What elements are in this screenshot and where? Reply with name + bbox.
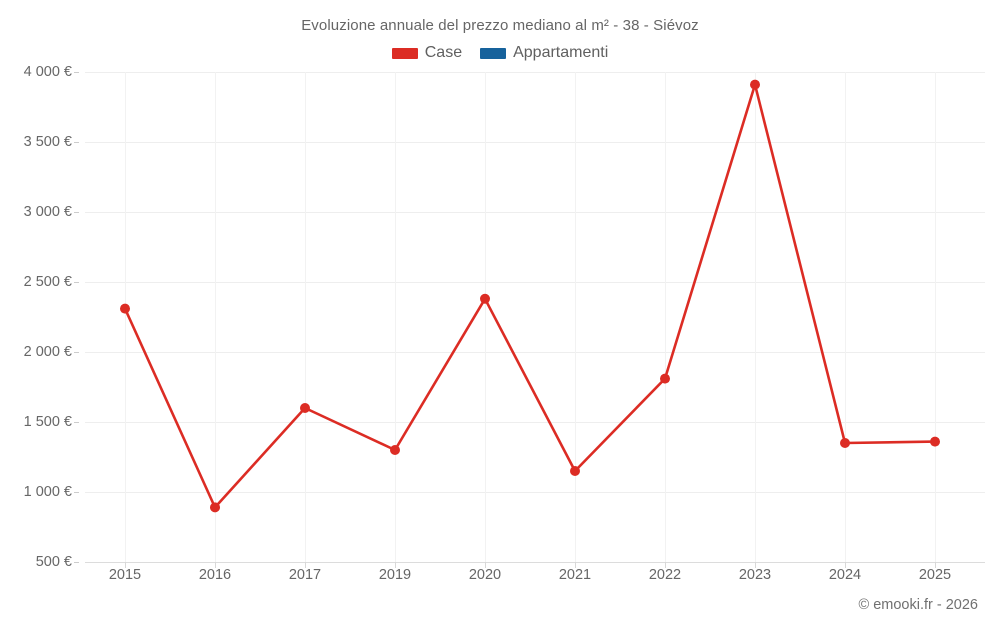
grid-line-horizontal	[85, 282, 985, 283]
y-axis-label: 3 000 €	[23, 204, 72, 220]
chart-legend: Case Appartamenti	[0, 44, 1000, 62]
y-tick-mark	[74, 142, 79, 143]
data-point-marker[interactable]	[210, 502, 220, 513]
data-point-marker[interactable]	[300, 403, 310, 413]
x-tick-mark	[755, 562, 756, 568]
series-case	[120, 79, 940, 513]
page-title: Evoluzione annuale del prezzo mediano al…	[301, 17, 699, 34]
x-tick-mark	[305, 562, 306, 568]
data-point-marker[interactable]	[120, 303, 130, 314]
grid-line-vertical	[395, 72, 396, 562]
grid-line-vertical	[665, 72, 666, 562]
grid-line-horizontal	[85, 72, 985, 73]
x-axis-label: 2022	[648, 567, 682, 583]
x-axis-label: 2019	[378, 567, 412, 583]
grid-line-vertical	[575, 72, 576, 562]
grid-line-horizontal	[85, 142, 985, 143]
data-point-marker[interactable]	[570, 466, 580, 476]
x-tick-mark	[665, 562, 666, 568]
series-line	[123, 83, 937, 509]
grid-line-vertical	[485, 72, 486, 562]
x-tick-mark	[575, 562, 576, 568]
grid-line-vertical	[755, 72, 756, 562]
grid-line-horizontal	[85, 352, 985, 353]
x-axis-label: 2017	[288, 567, 322, 583]
data-point-marker[interactable]	[930, 436, 940, 447]
y-axis-label: 2 500 €	[23, 274, 72, 290]
footer-credit: © emooki.fr - 2026	[858, 597, 978, 613]
data-point-marker[interactable]	[840, 438, 850, 448]
y-axis-label: 2 000 €	[23, 344, 72, 360]
x-tick-mark	[125, 562, 126, 568]
x-tick-mark	[935, 562, 936, 568]
grid-line-vertical	[935, 72, 936, 562]
data-point-marker[interactable]	[480, 293, 490, 304]
grid-line-horizontal	[85, 212, 985, 213]
x-tick-mark	[485, 562, 486, 568]
grid-line-vertical	[305, 72, 306, 562]
y-axis-label: 1 000 €	[23, 484, 72, 500]
data-point-marker[interactable]	[660, 373, 670, 384]
y-axis-label: 3 500 €	[23, 134, 72, 150]
plot-area	[85, 72, 985, 562]
y-axis-label: 1 500 €	[23, 414, 72, 430]
data-point-marker[interactable]	[750, 79, 760, 90]
grid-line-horizontal	[85, 422, 985, 423]
grid-line-horizontal	[85, 492, 985, 493]
grid-line-vertical	[215, 72, 216, 562]
legend-label-case: Case	[424, 44, 463, 61]
x-axis-label: 2024	[828, 567, 862, 583]
x-axis-label: 2020	[468, 567, 502, 583]
x-axis-label: 2025	[918, 567, 952, 583]
x-axis-label: 2023	[738, 567, 772, 583]
legend-label-appartamenti: Appartamenti	[513, 44, 609, 61]
y-tick-mark	[74, 352, 79, 353]
legend-swatch-case	[391, 47, 418, 59]
x-axis-label: 2021	[558, 567, 592, 583]
legend-item-appartamenti[interactable]: Appartamenti	[480, 44, 608, 62]
x-axis-line	[85, 562, 985, 563]
y-axis-label: 500 €	[35, 554, 72, 570]
y-tick-mark	[74, 562, 79, 563]
x-axis-label: 2015	[108, 567, 142, 583]
legend-swatch-appartamenti	[480, 47, 507, 59]
y-axis-label: 4 000 €	[23, 64, 72, 80]
legend-item-case[interactable]: Case	[391, 44, 463, 62]
grid-line-vertical	[845, 72, 846, 562]
y-tick-mark	[74, 212, 79, 213]
y-tick-mark	[74, 282, 79, 283]
y-tick-mark	[74, 72, 79, 73]
x-axis-label: 2016	[198, 567, 232, 583]
y-tick-mark	[74, 422, 79, 423]
x-tick-mark	[215, 562, 216, 568]
data-point-marker[interactable]	[390, 445, 400, 455]
grid-line-vertical	[125, 72, 126, 562]
x-tick-mark	[395, 562, 396, 568]
x-tick-mark	[845, 562, 846, 568]
y-tick-mark	[74, 492, 79, 493]
